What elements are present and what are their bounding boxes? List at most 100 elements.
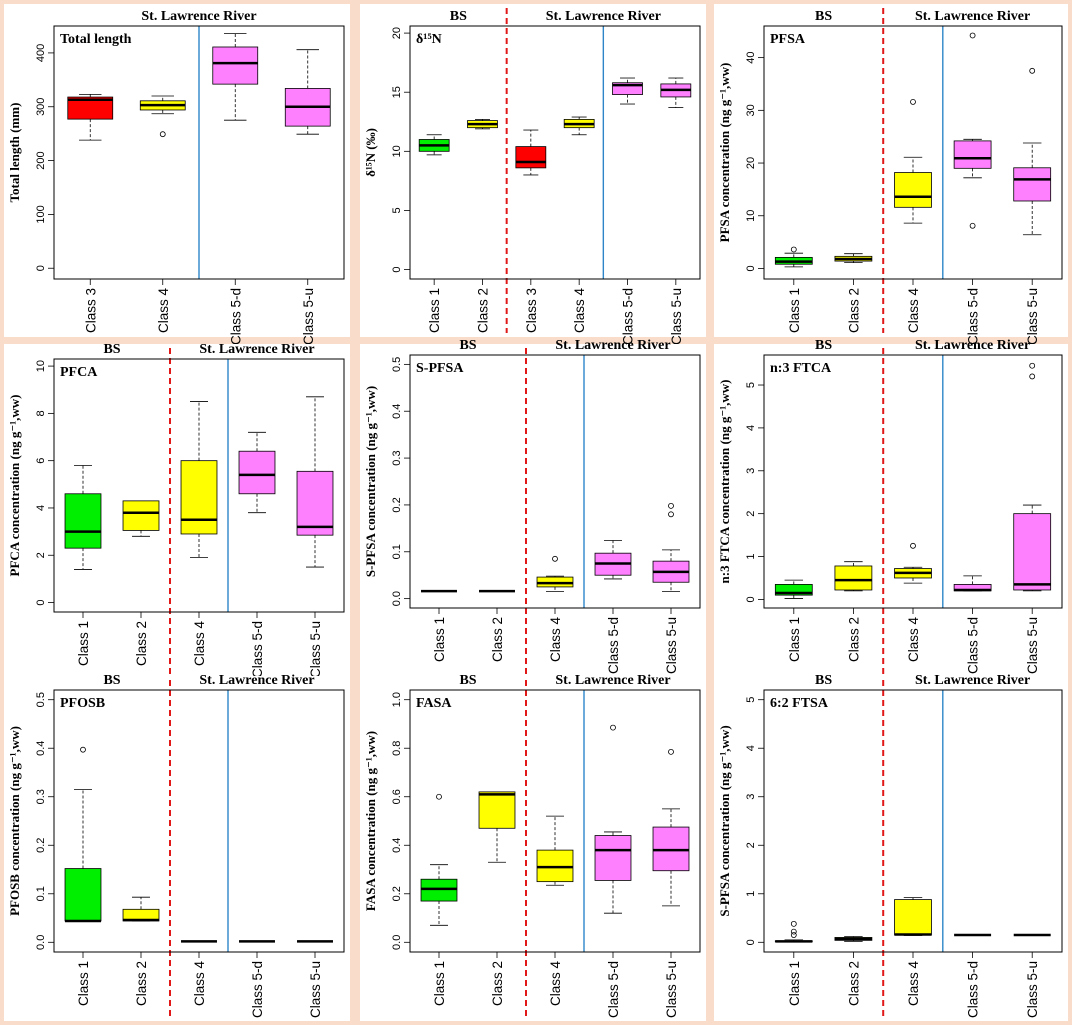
y-tick-label: 3	[745, 794, 757, 800]
panel-background	[4, 676, 350, 1021]
y-tick-label: 0.2	[391, 497, 403, 512]
plot-frame	[763, 354, 1063, 609]
y-tick-label: 0	[35, 599, 47, 605]
y-tick-label: 0	[745, 939, 757, 945]
y-tick-label: 0.1	[35, 886, 47, 901]
box-class-2	[478, 791, 516, 863]
iqr-box	[212, 46, 259, 85]
outlier-point	[790, 928, 797, 935]
panel-background	[714, 4, 1068, 337]
box-class-4	[894, 897, 932, 936]
box-class-2	[122, 896, 160, 922]
category-label: Class 5-d	[250, 961, 265, 1018]
panel-background	[714, 344, 1068, 682]
y-axis-label: Total length (mm)	[7, 103, 22, 203]
y-tick-label: 0.8	[391, 741, 403, 756]
category-label: Class 5-u	[664, 961, 679, 1018]
y-tick-label: 15	[391, 86, 403, 98]
plot-frame	[53, 25, 345, 280]
outlier-point	[1029, 67, 1036, 74]
panel-pfsa: 0 10 20 30 40 PFSA concentration (ng g⁻¹,ww) C…	[714, 4, 1068, 345]
y-tick-label: 10	[391, 145, 403, 157]
category-label: Class 5-d	[606, 617, 621, 674]
box-class-3	[515, 129, 547, 176]
box-class-5-d	[612, 77, 643, 105]
iqr-box	[774, 584, 813, 596]
category-label: Class 5-u	[308, 621, 323, 678]
outlier-point	[910, 99, 916, 105]
category-label: Class 5-d	[966, 617, 981, 674]
box-class-5-d	[212, 33, 259, 121]
region-label-st-lawrence: St. Lawrence River	[915, 338, 1030, 353]
region-label-bs: BS	[815, 673, 832, 688]
category-label: Class 4	[548, 617, 563, 663]
box-class-4	[536, 815, 574, 886]
y-tick-label: 0.5	[35, 692, 47, 707]
category-label: Class 3	[83, 288, 98, 333]
y-tick-label: 20	[391, 27, 403, 39]
y-tick-label: 5	[745, 382, 757, 388]
box-class-4	[563, 116, 595, 136]
category-label: Class 4	[156, 288, 171, 334]
plot-frame	[409, 689, 701, 953]
category-label: Class 5-u	[664, 617, 679, 674]
box-class-4	[894, 99, 932, 224]
y-tick-label: 0	[745, 596, 757, 602]
y-axis-label: δ¹⁵N (‰)	[363, 128, 378, 177]
box-class-2	[834, 936, 873, 942]
region-label-st-lawrence: St. Lawrence River	[546, 9, 661, 24]
region-label-bs: BS	[459, 338, 476, 353]
panel-background	[4, 344, 350, 682]
category-label: Class 4	[906, 961, 921, 1007]
category-label: Class 5-d	[228, 288, 243, 345]
category-label: Class 2	[490, 617, 505, 662]
panel-background	[360, 4, 706, 337]
y-tick-label: 5	[745, 697, 757, 703]
y-tick-label: 3	[745, 468, 757, 474]
iqr-box	[515, 146, 547, 169]
iqr-box	[953, 140, 992, 169]
region-label-st-lawrence: St. Lawrence River	[915, 9, 1030, 24]
region-label-bs: BS	[103, 673, 120, 688]
iqr-box	[64, 493, 102, 549]
panel-s-pfsa: 0.0 0.1 0.2 0.3 0.4 0.5 S-PFSA concentration (…	[360, 338, 706, 682]
panel-total-length: 0 100 200 300 400 Total length (mm) Class 3 Cla…	[4, 4, 350, 345]
y-tick-label: 1	[745, 553, 757, 559]
category-label: Class 5-d	[966, 288, 981, 345]
panel-title: FASA	[416, 696, 452, 711]
category-label: Class 2	[490, 961, 505, 1006]
plot-frame	[53, 358, 345, 613]
y-tick-label: 2	[745, 511, 757, 517]
category-label: Class 5-u	[308, 961, 323, 1018]
category-label: Class 4	[548, 961, 563, 1007]
category-label: Class 4	[192, 961, 207, 1007]
panel-background	[714, 676, 1068, 1021]
box-class-2	[467, 118, 498, 130]
iqr-box	[1013, 167, 1052, 202]
box-class-1	[64, 746, 102, 923]
y-tick-label: 1.0	[391, 692, 403, 707]
y-tick-label: 0.0	[391, 591, 403, 606]
y-tick-label: 0	[35, 265, 47, 271]
y-tick-label: 6	[35, 458, 47, 464]
panel-background	[4, 4, 350, 337]
category-label: Class 4	[572, 288, 587, 334]
panel-fts-62: 0 1 2 3 4 5 S-PFSA concentration (ng g⁻¹,ww) Cl…	[714, 673, 1068, 1021]
category-label: Class 2	[476, 288, 491, 333]
outlier-point	[159, 131, 166, 138]
category-label: Class 2	[846, 288, 861, 333]
y-tick-label: 0.4	[391, 838, 403, 853]
box-class-5-u	[660, 77, 692, 108]
panel-title: PFCA	[60, 365, 98, 380]
y-axis-label: PFCA concentration (ng g⁻¹,ww)	[7, 395, 22, 577]
box-class-2	[834, 253, 873, 264]
outlier-point	[910, 542, 916, 549]
box-class-4	[894, 542, 932, 584]
box-class-5-d	[953, 32, 992, 229]
iqr-box	[478, 791, 516, 829]
region-label-st-lawrence: St. Lawrence River	[141, 9, 256, 24]
outlier-point	[610, 724, 616, 731]
y-tick-label: 10	[35, 360, 47, 372]
y-axis-label: FASA concentration (ng g⁻¹,ww)	[363, 731, 378, 911]
